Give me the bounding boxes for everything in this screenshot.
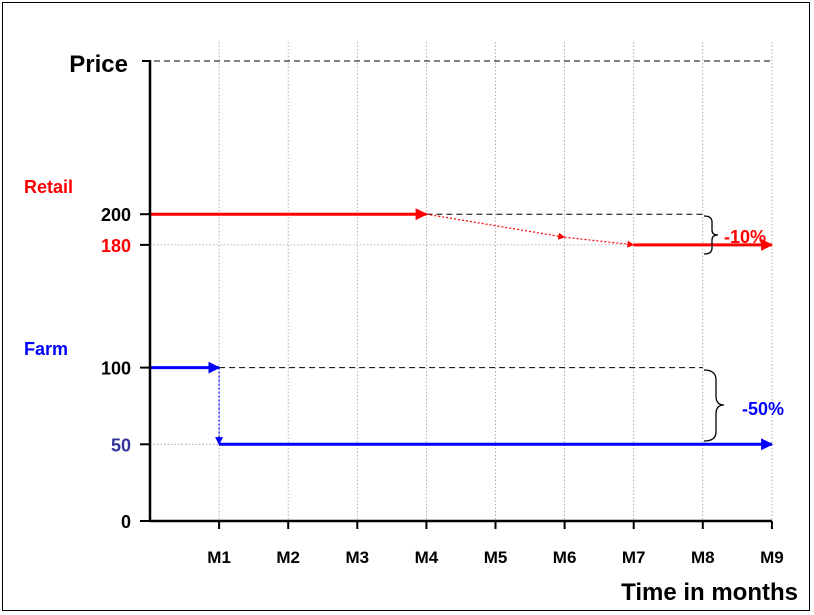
y-tick-label-100: 100 xyxy=(101,359,131,379)
retail-change-brace xyxy=(703,215,719,255)
retail-change-label: -10% xyxy=(724,227,766,247)
x-tick-label-m1: M1 xyxy=(207,548,231,567)
retail-decline-1 xyxy=(426,213,566,240)
retail-decline-2 xyxy=(564,236,635,248)
y-tick-label-0: 0 xyxy=(121,512,131,532)
x-tick-label-m8: M8 xyxy=(691,548,715,567)
series-label-farm: Farm xyxy=(24,339,68,359)
farm-change-label: -50% xyxy=(742,399,784,419)
x-axis-label: Time in months xyxy=(621,579,798,606)
series-label-retail: Retail xyxy=(24,177,73,197)
y-axis-label: Price xyxy=(69,51,128,78)
y-tick-label-50: 50 xyxy=(111,435,131,455)
y-tick-label-200: 200 xyxy=(101,205,131,225)
y-tick-label-180: 180 xyxy=(101,236,131,256)
x-tick-label-m7: M7 xyxy=(622,548,646,567)
x-tick-label-m4: M4 xyxy=(415,548,439,567)
annotations: -10% -50% xyxy=(703,215,784,442)
ticks: M1 M2 M3 M4 M5 M6 M7 M8 M9 0 50 100 180 200 xyxy=(101,205,784,567)
axes xyxy=(142,60,772,523)
x-tick-label-m6: M6 xyxy=(553,548,577,567)
x-tick-label-m2: M2 xyxy=(276,548,300,567)
x-tick-label-m5: M5 xyxy=(484,548,508,567)
grid xyxy=(150,42,773,521)
x-tick-label-m3: M3 xyxy=(345,548,369,567)
farm-change-brace xyxy=(703,369,725,442)
series-layer xyxy=(150,208,774,451)
x-tick-label-m9: M9 xyxy=(760,548,784,567)
